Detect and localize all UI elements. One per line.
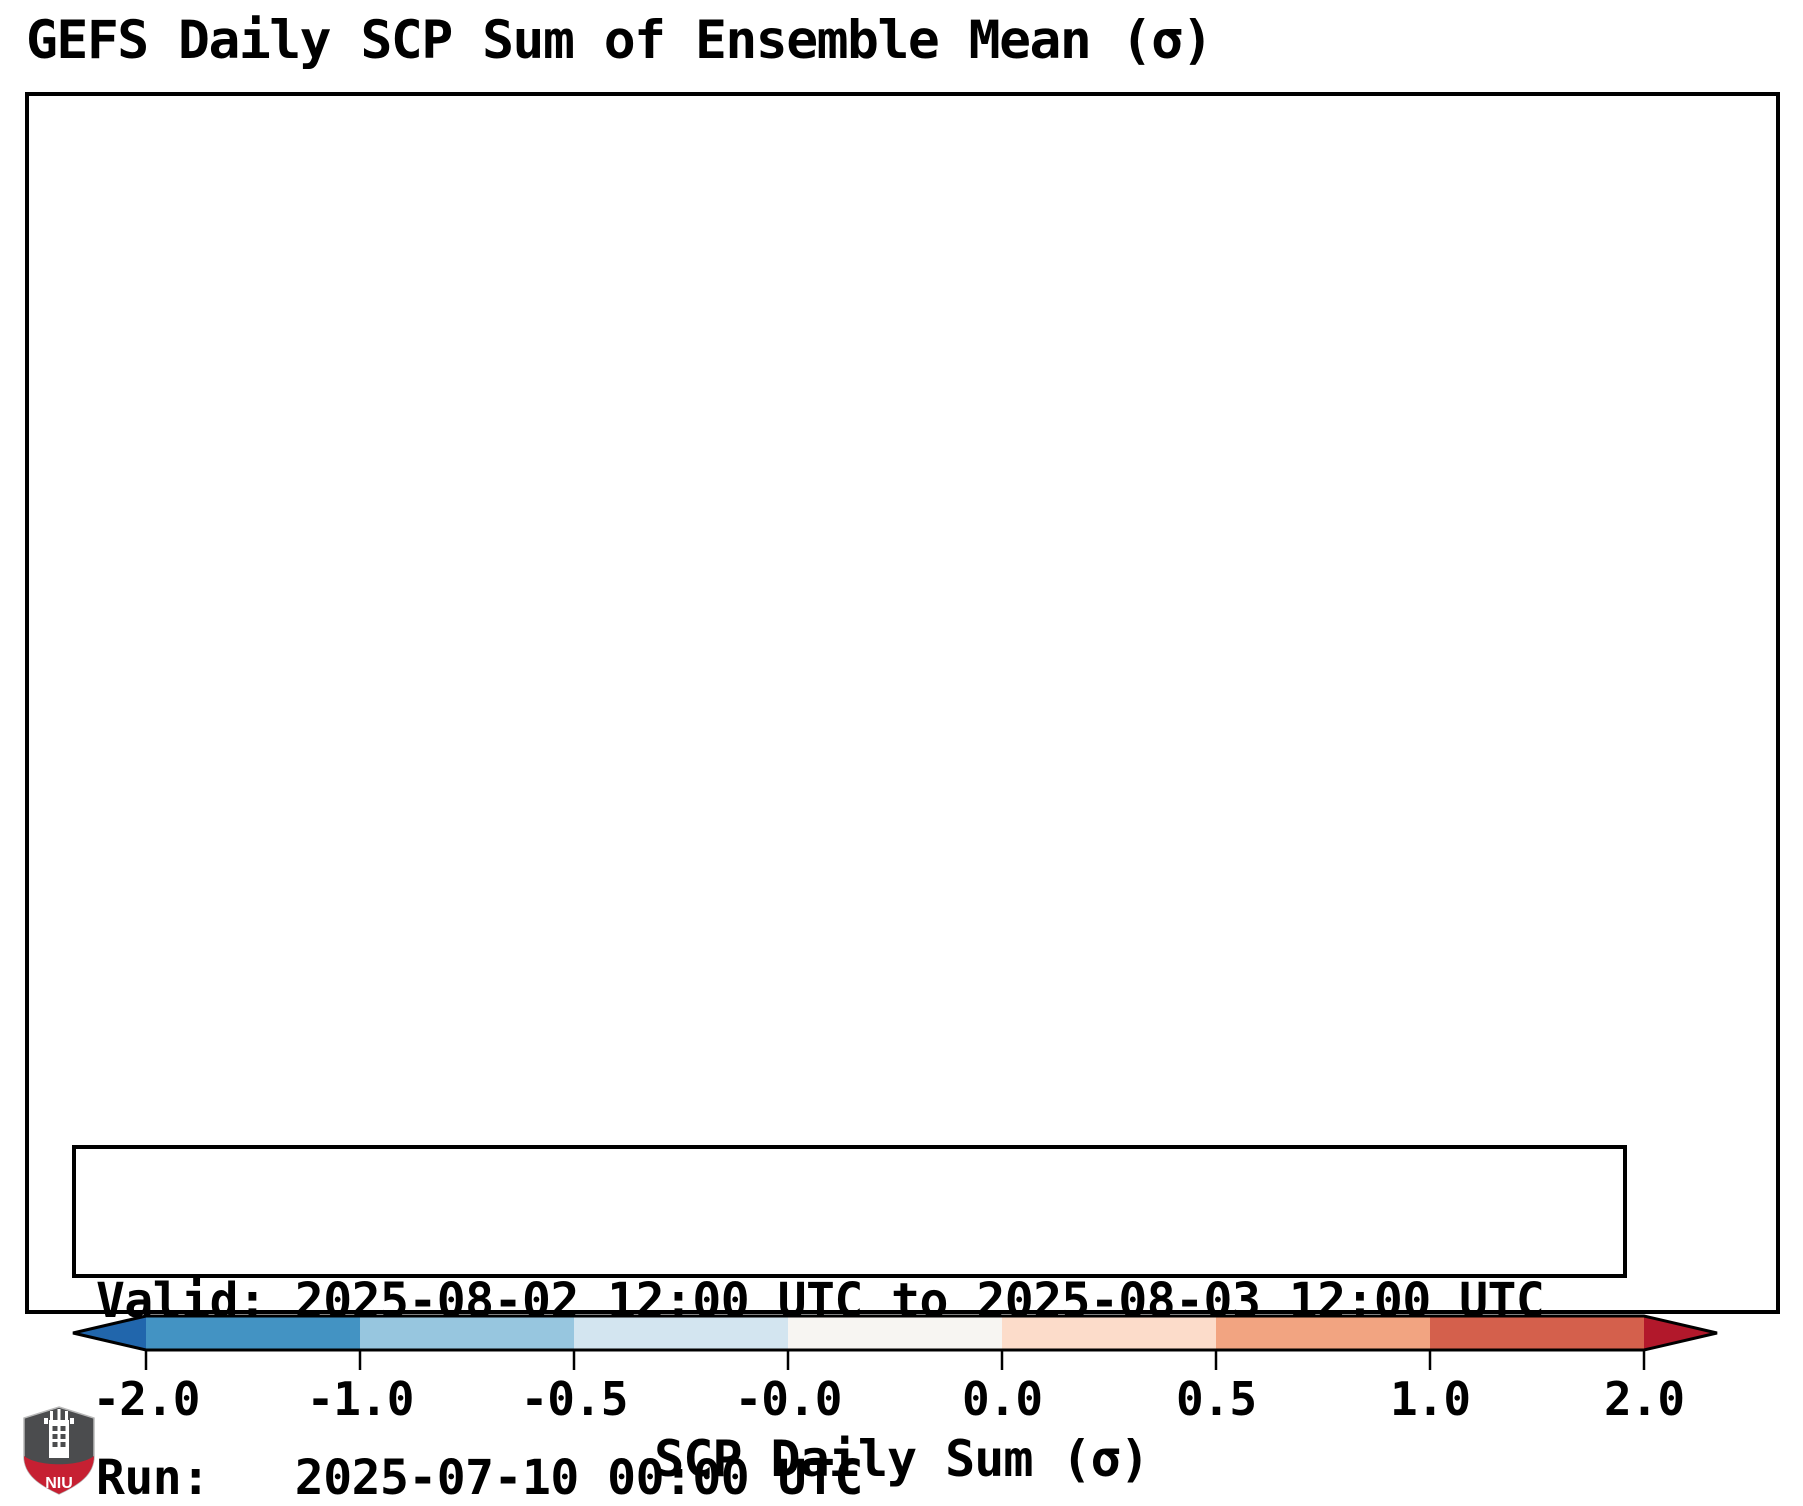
colorbar-tick-label: -1.0 xyxy=(306,1372,415,1426)
niu-logo-text: NIU xyxy=(45,1475,73,1492)
forecast-info-box: Valid: 2025-08-02 12:00 UTC to 2025-08-0… xyxy=(72,1145,1627,1506)
colorbar-label: SCP Daily Sum (σ) xyxy=(654,1430,1150,1488)
colorbar-tick-label: 0.5 xyxy=(1175,1372,1257,1426)
map-frame xyxy=(25,92,1780,1314)
colorbar-tick-label: 1.0 xyxy=(1389,1372,1471,1426)
colorbar-tick-label: 0.0 xyxy=(961,1372,1043,1426)
colorbar-tick-label: -2.0 xyxy=(92,1372,201,1426)
colorbar-over-arrow xyxy=(1644,1316,1717,1350)
run-text: Run: 2025-07-10 00:00 UTC xyxy=(96,1450,863,1506)
valid-text: Valid: 2025-08-02 12:00 UTC to 2025-08-0… xyxy=(96,1273,1545,1329)
figure-title: GEFS Daily SCP Sum of Ensemble Mean (σ) xyxy=(26,10,1213,71)
niu-logo: NIU xyxy=(23,1406,95,1495)
colorbar-tick-label: 2.0 xyxy=(1603,1372,1685,1426)
niu-castle-windows xyxy=(52,1426,66,1447)
colorbar-tick-label: -0.0 xyxy=(734,1372,843,1426)
niu-shield-red-band xyxy=(24,1456,94,1494)
colorbar-tick-label: -0.5 xyxy=(520,1372,629,1426)
